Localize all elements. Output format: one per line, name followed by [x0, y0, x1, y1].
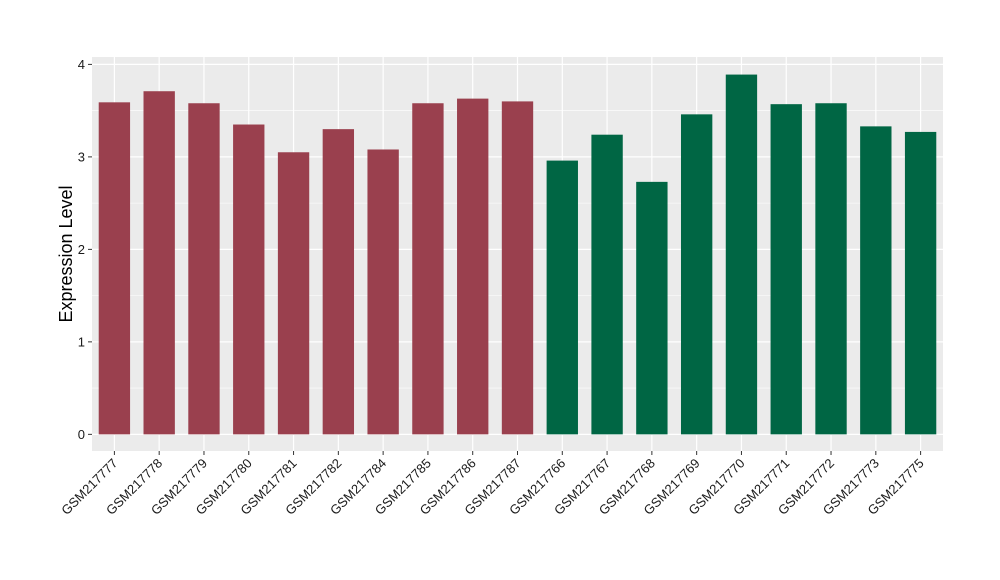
y-axis-title: Expression Level	[56, 185, 76, 322]
bar-GSM217771	[770, 104, 802, 435]
bar-GSM217768	[636, 181, 668, 435]
bar-GSM217784	[367, 149, 399, 435]
bar-GSM217785	[412, 103, 444, 435]
bar-GSM217779	[188, 103, 220, 435]
y-tick-label: 2	[78, 242, 85, 257]
y-tick-label: 1	[78, 334, 85, 349]
y-tick-label: 3	[78, 149, 85, 164]
y-tick-label: 4	[78, 57, 85, 72]
y-tick-label: 0	[78, 427, 85, 442]
bar-GSM217775	[904, 131, 937, 435]
bar-GSM217770	[725, 74, 758, 435]
bar-GSM217781	[277, 152, 310, 435]
bar-GSM217767	[591, 134, 623, 435]
bar-GSM217786	[457, 98, 489, 435]
bar-GSM217772	[815, 103, 847, 435]
y-axis: 0 1 2 3 4	[78, 57, 92, 442]
bar-GSM217769	[680, 114, 713, 435]
bar-GSM217780	[233, 124, 265, 435]
bar-GSM217782	[322, 129, 355, 435]
bar-GSM217787	[501, 101, 534, 435]
bars	[98, 74, 937, 435]
bar-GSM217778	[143, 91, 175, 435]
bar-GSM217773	[860, 126, 892, 435]
bar-GSM217766	[546, 160, 578, 435]
x-axis: GSM217777GSM217778GSM217779GSM217780GSM2…	[58, 451, 927, 518]
bar-GSM217777	[98, 102, 131, 435]
